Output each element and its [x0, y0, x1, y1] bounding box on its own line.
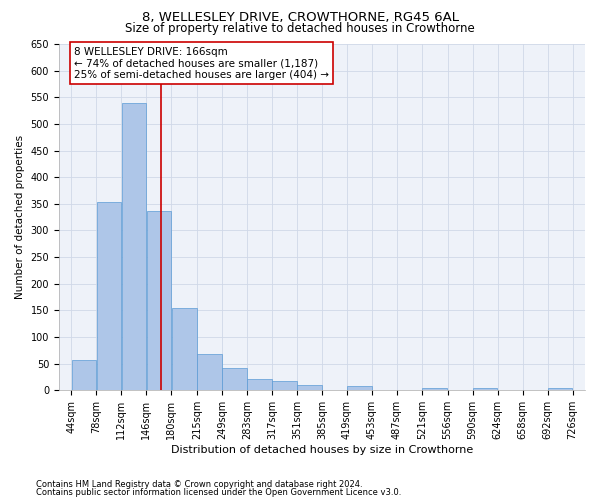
Bar — [347, 386, 372, 390]
Text: 8 WELLESLEY DRIVE: 166sqm
← 74% of detached houses are smaller (1,187)
25% of se: 8 WELLESLEY DRIVE: 166sqm ← 74% of detac… — [74, 46, 329, 80]
Bar — [172, 308, 197, 390]
Bar — [97, 202, 121, 390]
X-axis label: Distribution of detached houses by size in Crowthorne: Distribution of detached houses by size … — [171, 445, 473, 455]
Bar — [422, 388, 448, 390]
Bar — [247, 378, 272, 390]
Bar — [222, 368, 247, 390]
Y-axis label: Number of detached properties: Number of detached properties — [15, 135, 25, 299]
Text: Contains public sector information licensed under the Open Government Licence v3: Contains public sector information licen… — [36, 488, 401, 497]
Text: 8, WELLESLEY DRIVE, CROWTHORNE, RG45 6AL: 8, WELLESLEY DRIVE, CROWTHORNE, RG45 6AL — [142, 11, 458, 24]
Text: Contains HM Land Registry data © Crown copyright and database right 2024.: Contains HM Land Registry data © Crown c… — [36, 480, 362, 489]
Bar — [297, 385, 322, 390]
Bar — [71, 360, 96, 390]
Bar — [122, 102, 146, 391]
Bar — [473, 388, 497, 390]
Bar — [548, 388, 572, 390]
Bar — [146, 211, 171, 390]
Bar — [272, 382, 297, 390]
Bar — [197, 354, 222, 391]
Text: Size of property relative to detached houses in Crowthorne: Size of property relative to detached ho… — [125, 22, 475, 35]
